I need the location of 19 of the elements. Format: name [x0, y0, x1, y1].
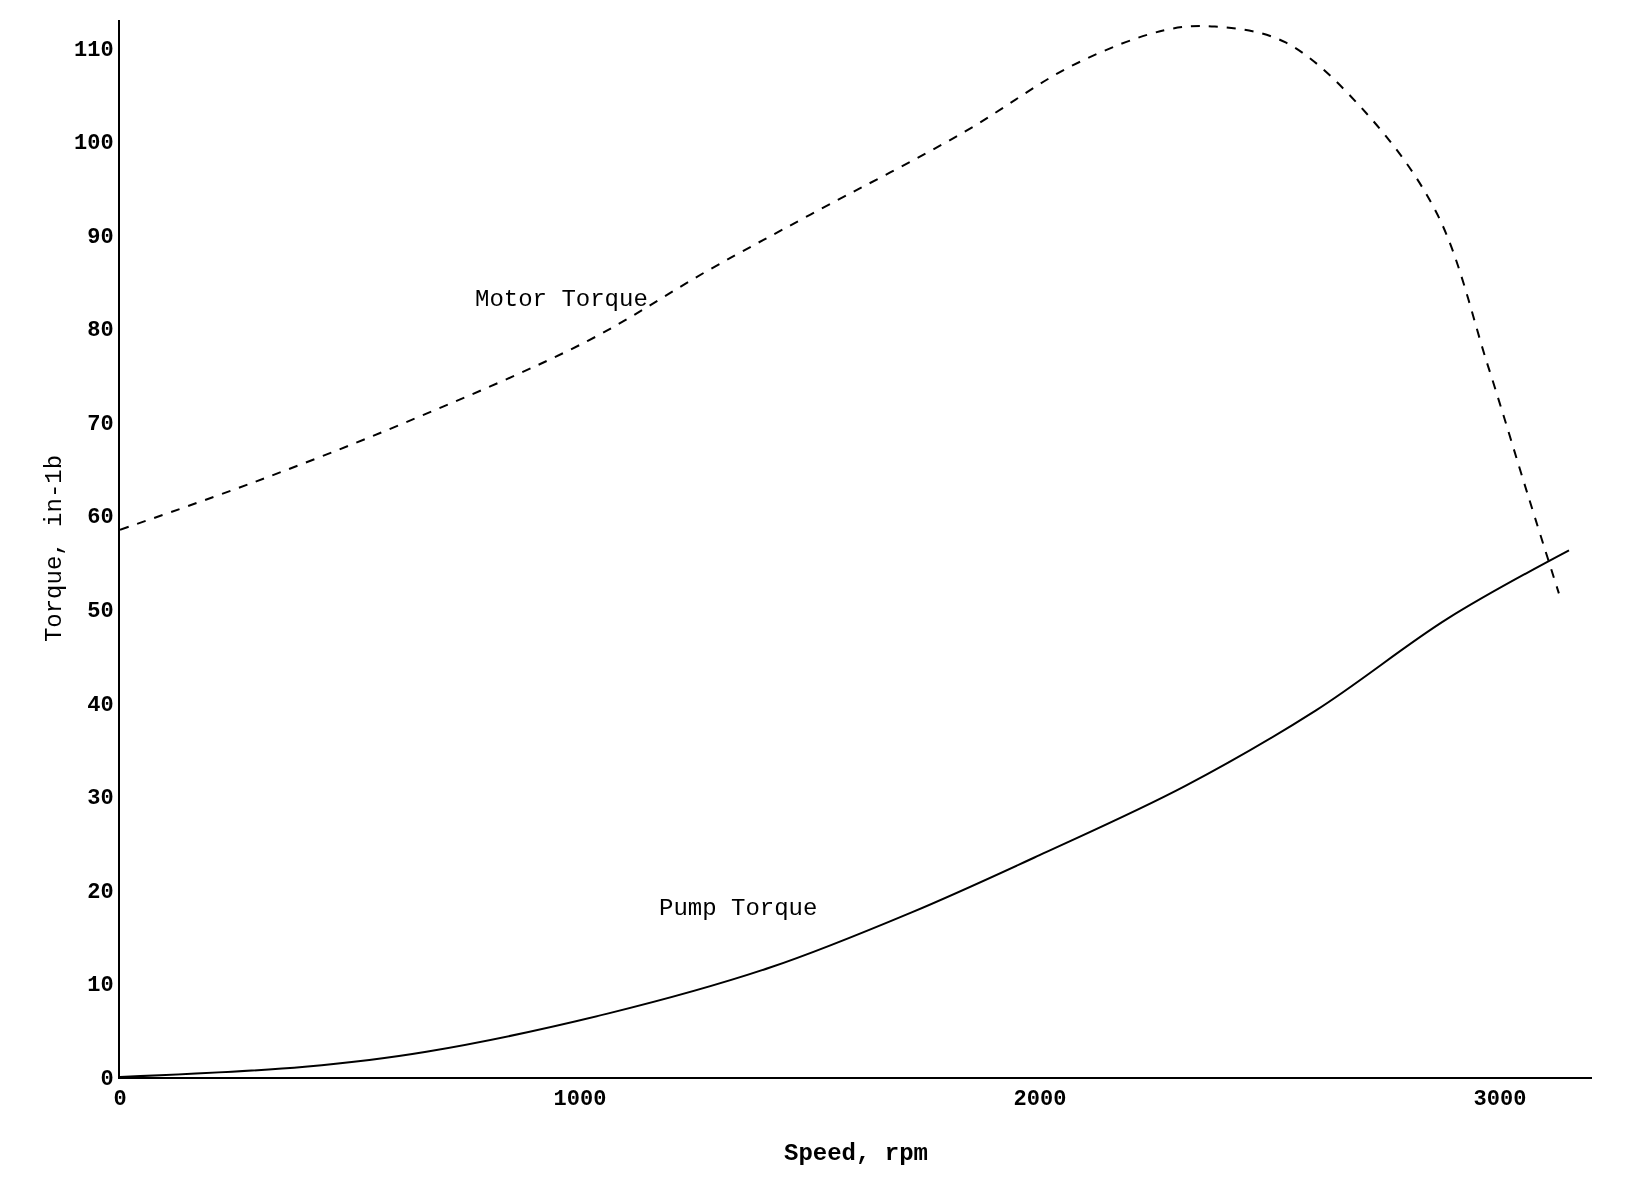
- annotation: Motor Torque: [475, 286, 648, 313]
- y-tick-label: 40: [87, 692, 114, 718]
- annotation: Pump Torque: [659, 895, 818, 922]
- x-axis-title: Speed, rpm: [783, 1140, 929, 1167]
- y-tick-label: 10: [87, 973, 114, 999]
- x-tick-label: 1000: [553, 1087, 607, 1113]
- y-tick-label: 50: [87, 599, 114, 624]
- y-tick-label: 100: [73, 131, 114, 157]
- y-tick-label: 30: [87, 786, 114, 812]
- y-tick-label: 90: [87, 224, 114, 250]
- y-axis-title: Torque, in-1b: [41, 454, 68, 643]
- y-tick-label: 0: [100, 1066, 114, 1092]
- y-tick-label: 110: [73, 37, 114, 63]
- x-tick-label: 3000: [1473, 1087, 1527, 1113]
- y-tick-label: 80: [87, 318, 114, 344]
- y-tick-label: 70: [87, 411, 114, 437]
- x-tick-label: 2000: [1013, 1087, 1067, 1113]
- y-tick-label: 60: [87, 505, 114, 531]
- y-tick-label: 20: [87, 879, 114, 905]
